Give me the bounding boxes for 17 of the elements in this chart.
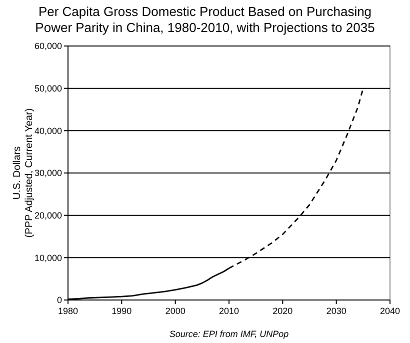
x-tick-label: 2010 — [218, 306, 240, 316]
source-note: Source: EPI from IMF, UNPop — [169, 329, 289, 339]
y-tick-label: 0 — [56, 295, 62, 306]
y-tick-label: 50,000 — [34, 83, 62, 94]
y-tick-label: 40,000 — [34, 126, 62, 136]
x-tick-label: 2000 — [165, 306, 186, 316]
chart-title: Per Capita Gross Domestic Product Based on Purchasing Power Parity in China, 1980-2010, with Projections to 2035 — [34, 4, 376, 36]
y-tick-label: 30,000 — [34, 168, 62, 178]
y-tick-label: 10,000 — [34, 252, 62, 263]
y-tick-label: 60,000 — [34, 41, 62, 52]
x-tick-label: 2030 — [326, 306, 346, 316]
x-tick-label: 2040 — [380, 306, 400, 316]
y-tick-label: 20,000 — [34, 210, 62, 220]
y-axis-title: U.S. Dollars (PPP Adjusted, Current Year) — [12, 108, 35, 238]
x-tick-label: 1980 — [58, 306, 78, 316]
x-tick-label: 2020 — [272, 306, 293, 316]
x-tick-label: 1990 — [112, 306, 132, 316]
